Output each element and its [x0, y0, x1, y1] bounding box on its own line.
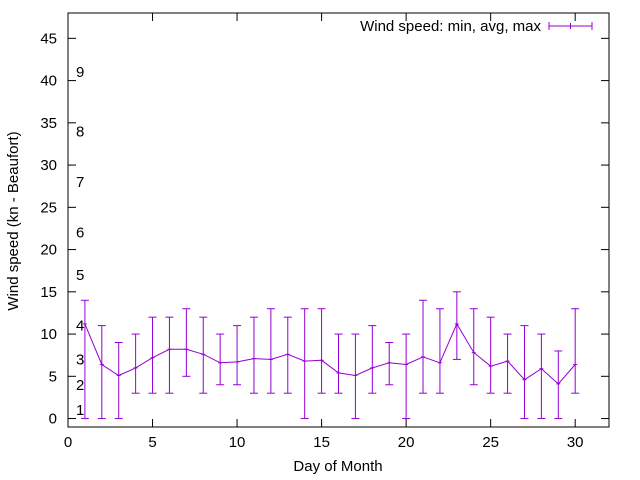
beaufort-label: 1 [76, 402, 84, 419]
x-tick-label: 20 [398, 434, 415, 451]
beaufort-label: 8 [76, 123, 84, 140]
y-tick-label: 10 [40, 326, 57, 343]
y-tick-label: 35 [40, 115, 57, 132]
y-tick-label: 0 [49, 411, 57, 428]
beaufort-scale-labels: 1 2 3 4 5 6 7 8 9 [76, 64, 84, 419]
x-tick-label: 15 [313, 434, 330, 451]
legend-label: Wind speed: min, avg, max [360, 18, 541, 35]
avg-line [84, 322, 576, 385]
y-tick-label: 15 [40, 284, 57, 301]
x-axis-title: Day of Month [293, 458, 382, 475]
y-tick-label: 45 [40, 30, 57, 47]
x-tick-label: 25 [482, 434, 499, 451]
y-tick-label: 40 [40, 73, 57, 90]
plot-frame [67, 12, 610, 428]
beaufort-label: 5 [76, 267, 84, 284]
x-tick-label: 5 [148, 434, 156, 451]
y-tick-label: 30 [40, 157, 57, 174]
beaufort-label: 4 [76, 318, 84, 335]
beaufort-label: 9 [76, 64, 84, 81]
legend: Wind speed: min, avg, max [360, 18, 593, 35]
beaufort-label: 6 [76, 225, 84, 242]
beaufort-label: 7 [76, 174, 84, 191]
x-tick-label: 10 [229, 434, 246, 451]
x-axis: 0 5 10 15 20 25 30 [64, 13, 584, 451]
y-tick-label: 25 [40, 199, 57, 216]
beaufort-label: 3 [76, 351, 84, 368]
y-tick-label: 20 [40, 242, 57, 259]
beaufort-label: 2 [76, 377, 84, 394]
y-axis-title: Wind speed (kn - Beaufort) [5, 131, 22, 310]
x-tick-label: 0 [64, 434, 72, 451]
x-tick-label: 30 [567, 434, 584, 451]
y-tick-label: 5 [49, 368, 57, 385]
series-layer [80, 291, 580, 420]
